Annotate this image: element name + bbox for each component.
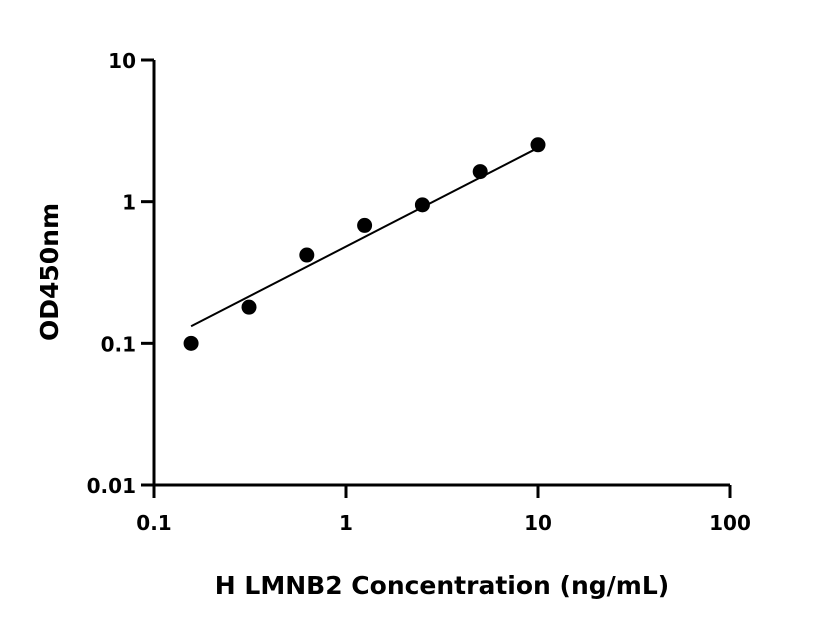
marks [183,137,546,351]
data-point [472,164,488,180]
x-tick-label: 0.1 [136,511,171,535]
y-tick-label: 10 [108,49,136,73]
y-tick-label: 0.1 [101,332,136,356]
data-point [183,335,199,351]
data-point [357,217,373,233]
data-point [530,137,546,153]
x-tick-label: 1 [339,511,353,535]
axes [152,60,730,487]
x-tick-label: 100 [709,511,751,535]
data-point [414,197,430,213]
y-tick-label: 0.01 [87,474,136,498]
data-point [241,299,257,315]
x-tick-label: 10 [524,511,552,535]
data-point [299,247,315,263]
y-axis-label: OD450nm [35,203,64,341]
y-tick-label: 1 [122,191,136,215]
x-axis-label: H LMNB2 Concentration (ng/mL) [215,571,669,600]
